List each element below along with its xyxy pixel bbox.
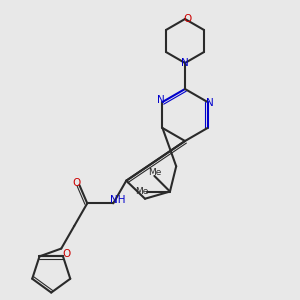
Text: N: N — [157, 95, 164, 105]
Text: N: N — [181, 58, 189, 68]
Text: N: N — [206, 98, 213, 108]
Text: Me: Me — [135, 187, 148, 196]
Text: O: O — [72, 178, 81, 188]
Text: O: O — [62, 249, 70, 260]
Text: NH: NH — [110, 195, 126, 205]
Text: O: O — [184, 14, 192, 24]
Text: Me: Me — [148, 168, 161, 177]
